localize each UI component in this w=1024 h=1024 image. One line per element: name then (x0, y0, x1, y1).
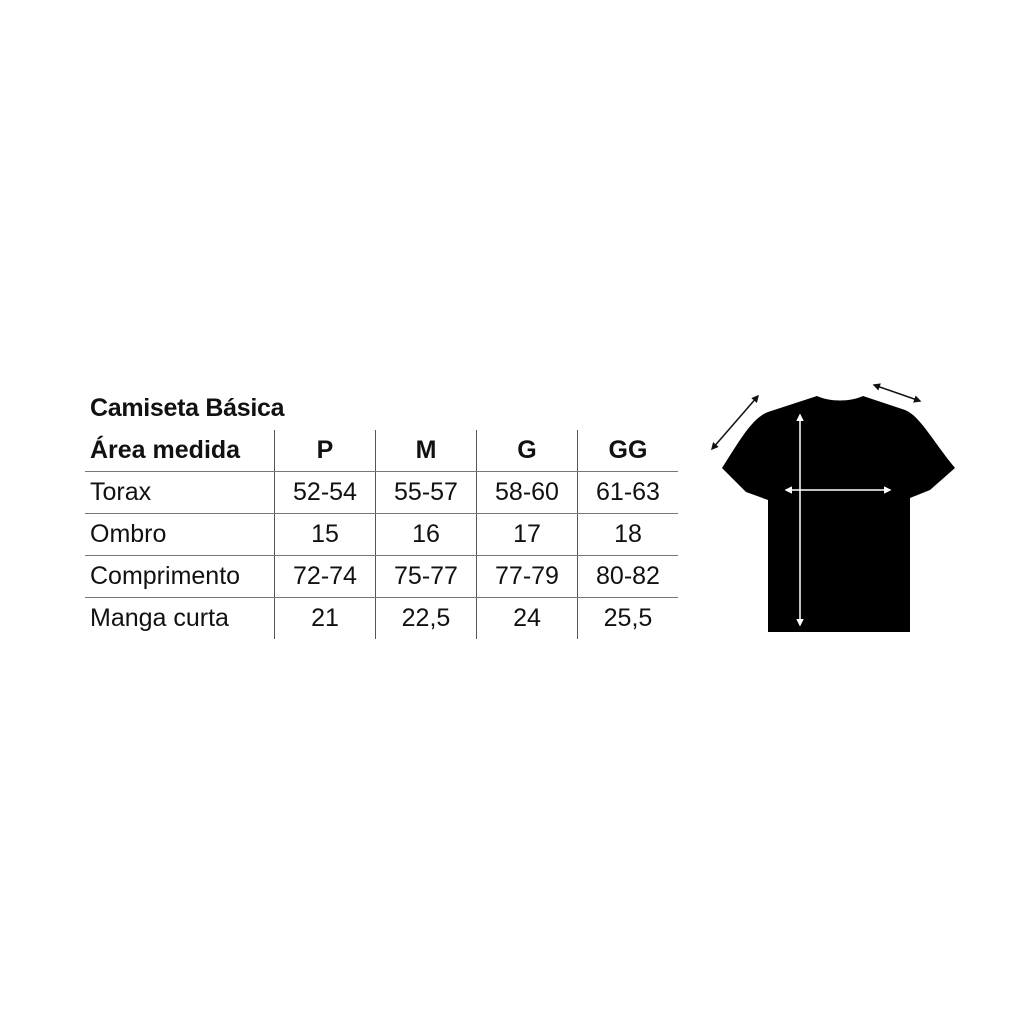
sleeve-arrow (711, 394, 759, 451)
tshirt-measurement-icon (711, 383, 955, 632)
chart-title: Camiseta Básica (90, 394, 285, 422)
table-row: Comprimento 72-74 75-77 77-79 80-82 (85, 555, 678, 598)
table-cell: 58-60 (476, 471, 578, 514)
table-cell: 72-74 (274, 555, 376, 598)
table-cell: 17 (476, 513, 578, 556)
table-row: Torax 52-54 55-57 58-60 61-63 (85, 471, 678, 514)
table-cell: 18 (577, 513, 678, 556)
table-row: Ombro 15 16 17 18 (85, 513, 678, 556)
header-cell: G (476, 430, 578, 472)
table-cell: 77-79 (476, 555, 578, 598)
table-cell: 75-77 (375, 555, 477, 598)
table-cell: 21 (274, 597, 376, 639)
table-cell: 52-54 (274, 471, 376, 514)
header-cell: M (375, 430, 477, 472)
table-cell: 22,5 (375, 597, 477, 639)
header-cell: GG (577, 430, 678, 472)
table-cell: 25,5 (577, 597, 678, 639)
table-cell: 24 (476, 597, 578, 639)
table-header-row: Área medida P M G GG (85, 430, 678, 472)
header-cell: Área medida (85, 430, 275, 472)
table-cell: 15 (274, 513, 376, 556)
table-cell: 55-57 (375, 471, 477, 514)
header-cell: P (274, 430, 376, 472)
table-row: Manga curta 21 22,5 24 25,5 (85, 597, 678, 639)
tshirt-shape (722, 396, 955, 632)
row-label: Ombro (85, 513, 275, 556)
shoulder-arrow (872, 383, 922, 403)
row-label: Comprimento (85, 555, 275, 598)
row-label: Torax (85, 471, 275, 514)
table-cell: 61-63 (577, 471, 678, 514)
table-cell: 16 (375, 513, 477, 556)
table-cell: 80-82 (577, 555, 678, 598)
row-label: Manga curta (90, 604, 229, 632)
size-table: Área medida P M G GG Torax 52-54 55-57 5… (85, 430, 678, 639)
